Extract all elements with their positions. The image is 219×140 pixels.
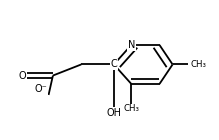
Text: N: N	[128, 40, 135, 50]
Text: OH: OH	[106, 108, 121, 118]
Text: O⁻: O⁻	[35, 84, 48, 94]
Text: CH₃: CH₃	[123, 104, 139, 113]
Text: O: O	[19, 71, 26, 80]
Text: CH₃: CH₃	[190, 60, 206, 69]
Text: C: C	[110, 60, 117, 69]
